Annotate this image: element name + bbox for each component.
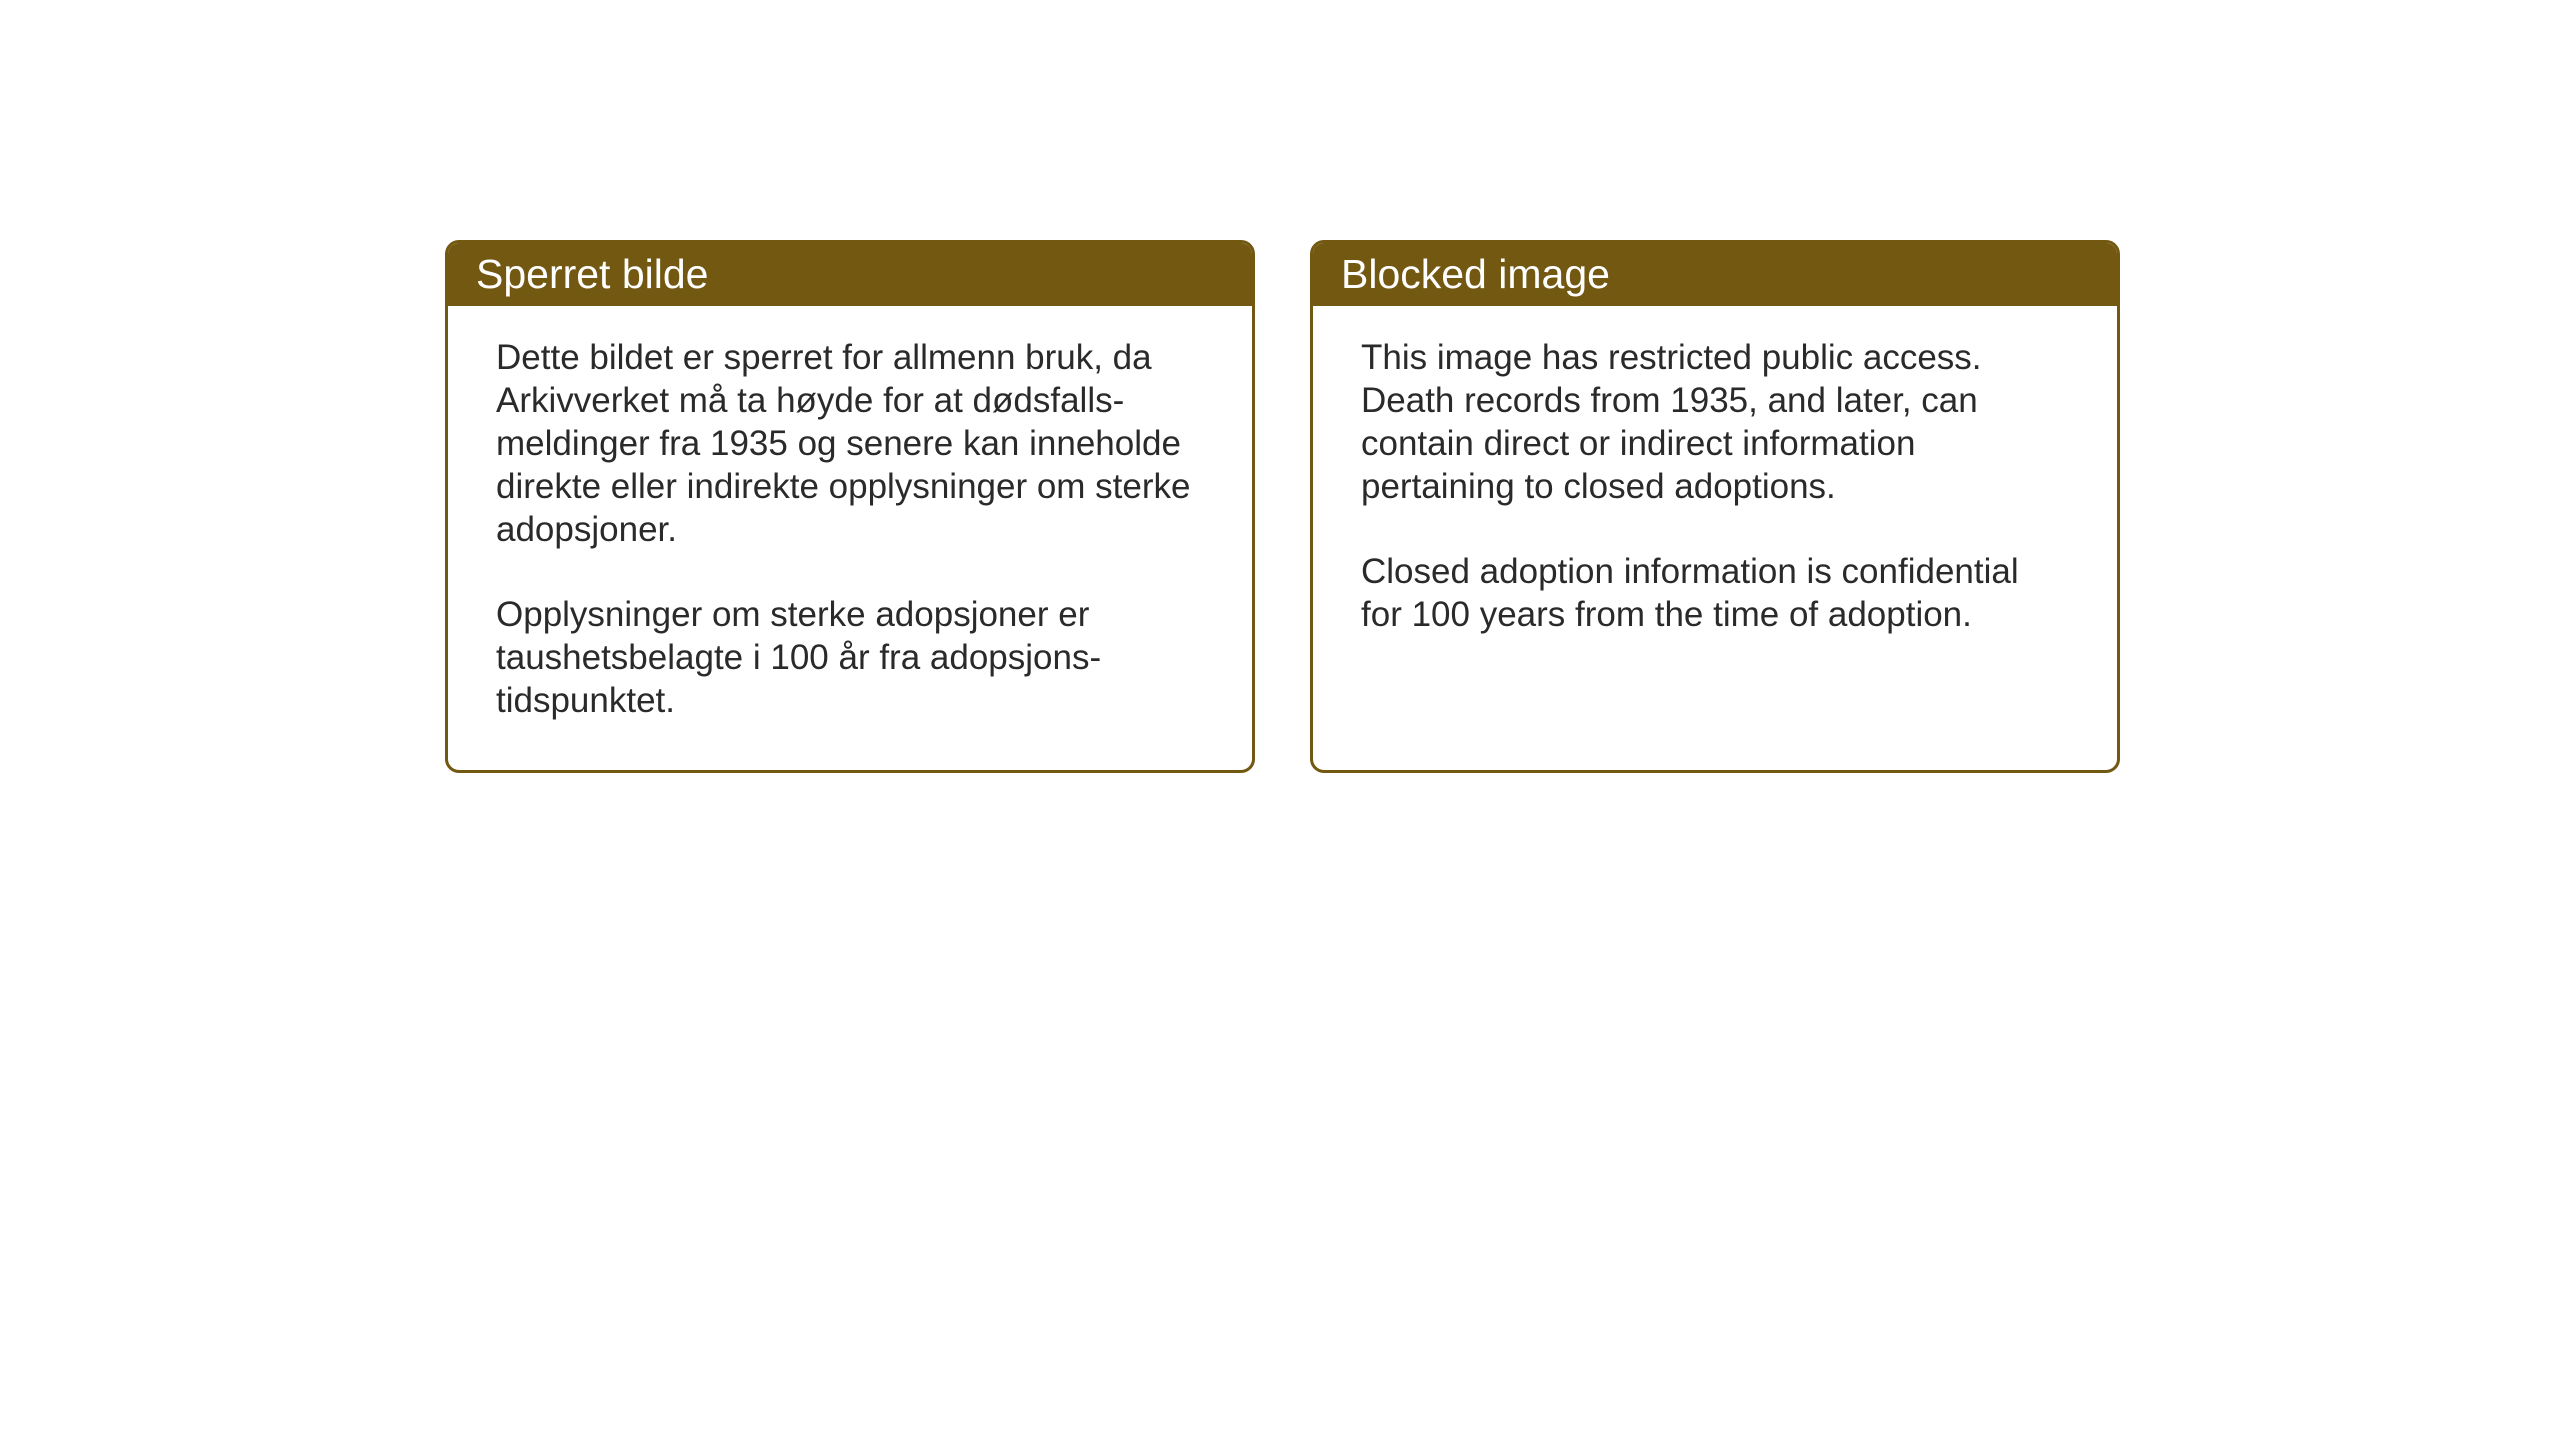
notice-card-norwegian: Sperret bilde Dette bildet er sperret fo…: [445, 240, 1255, 773]
notice-body-norwegian: Dette bildet er sperret for allmenn bruk…: [448, 306, 1252, 770]
notice-paragraph-2-english: Closed adoption information is confident…: [1361, 550, 2069, 636]
notice-card-english: Blocked image This image has restricted …: [1310, 240, 2120, 773]
notice-body-english: This image has restricted public access.…: [1313, 306, 2117, 684]
notice-paragraph-1-english: This image has restricted public access.…: [1361, 336, 2069, 508]
notice-container: Sperret bilde Dette bildet er sperret fo…: [445, 240, 2120, 773]
notice-title-norwegian: Sperret bilde: [476, 251, 708, 297]
notice-title-english: Blocked image: [1341, 251, 1610, 297]
notice-paragraph-1-norwegian: Dette bildet er sperret for allmenn bruk…: [496, 336, 1204, 551]
notice-header-norwegian: Sperret bilde: [448, 243, 1252, 306]
notice-header-english: Blocked image: [1313, 243, 2117, 306]
notice-paragraph-2-norwegian: Opplysninger om sterke adopsjoner er tau…: [496, 593, 1204, 722]
